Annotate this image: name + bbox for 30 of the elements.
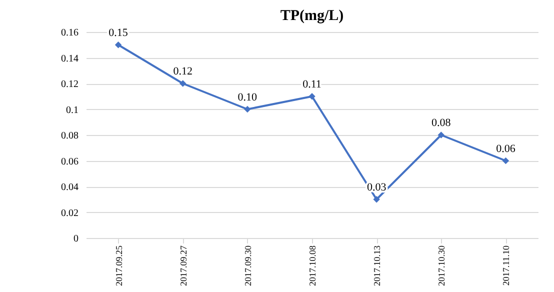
x-tick-label: 2017.11.10 [501,245,512,286]
data-label: 0.12 [173,66,192,78]
x-tick-label: 2017.10.13 [372,245,382,286]
data-label: 0.08 [432,117,452,129]
y-tick-label: 0 [74,234,78,244]
y-tick-label: 0.06 [61,156,78,168]
data-label: 0.15 [108,26,128,39]
x-tick-label: 2017.10.08 [308,245,318,286]
point [180,80,186,87]
chart-title: TP(mg/L) [280,8,344,24]
data-label: 0.10 [238,91,258,104]
point [502,157,510,164]
point [308,93,316,100]
x-tick-label: 2017.09.25 [114,245,124,286]
y-tick-label: 0.16 [61,28,78,38]
point [438,132,444,138]
x-tick-label: 2017.09.27 [178,245,188,286]
data-label: 0.11 [302,78,322,90]
data-label: 0.06 [496,142,516,155]
y-tick-label: 0.02 [61,208,78,219]
point [114,42,122,48]
y-tick-label: 0.1 [66,104,78,116]
y-tick-label: 0.12 [61,79,78,90]
point [373,196,380,203]
point [244,106,251,113]
x-tick-label: 2017.10.30 [436,245,447,286]
y-tick-label: 0.04 [61,182,78,193]
x-tick-label: 2017.09.30 [242,245,253,286]
y-tick-label: 0.14 [61,53,78,64]
y-tick-label: 0.08 [61,130,78,142]
